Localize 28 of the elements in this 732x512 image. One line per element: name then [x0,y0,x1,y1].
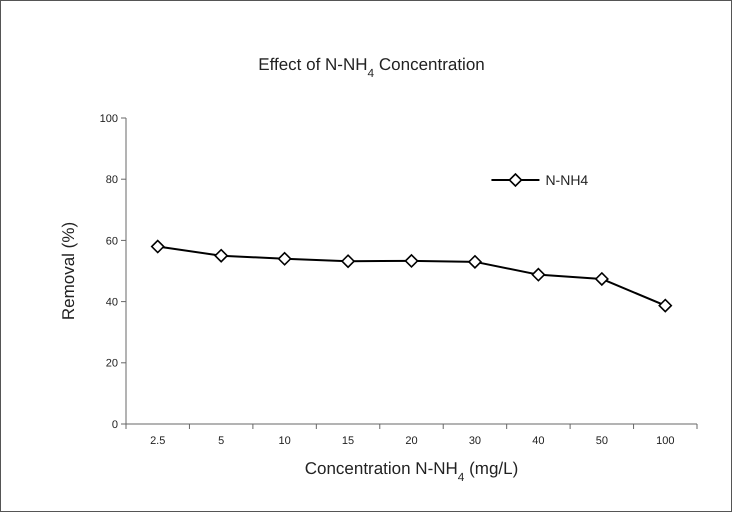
point [341,254,355,268]
y-tick-label: 20 [106,358,118,370]
point [404,254,418,268]
x-tick-label: 30 [468,435,482,447]
y-tick-label: 0 [112,418,118,431]
x-tick-label: 5 [218,435,224,447]
x-axis-title: Concentration N-NH$_{4}$ (mg/L) [304,459,518,484]
legend-label: N-NH4 [545,172,588,188]
y-tick-label: 40 [106,296,118,308]
x-tick-label: 15 [342,435,354,447]
x-tick-label: 50 [596,435,608,447]
point [468,255,482,269]
point [150,240,165,254]
x-tick-label: 100 [656,435,674,447]
point [658,298,672,312]
x-tick-label: 20 [405,435,418,447]
y-tick-label: 100 [100,112,118,125]
point [532,268,546,282]
x-tick-label: 40 [532,435,545,447]
point [214,248,228,262]
x-tick-label: 2.5 [150,435,166,447]
point [278,252,292,266]
point [595,272,609,286]
x-tick-label: 10 [278,435,291,447]
y-axis-title: Removal (%) [59,222,78,320]
y-tick-label: 80 [106,174,118,186]
chart-title: Effect of N-NH$_{4}$ Concentration [258,55,485,80]
y-tick-label: 60 [106,235,118,248]
